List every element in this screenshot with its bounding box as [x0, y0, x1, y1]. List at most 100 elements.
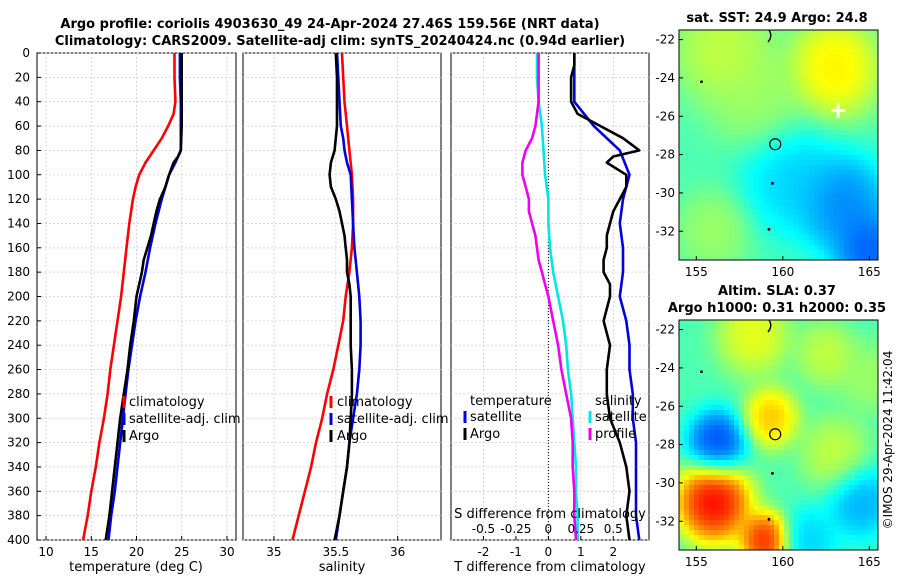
map-cell	[679, 390, 685, 396]
map-cell	[834, 175, 840, 181]
map-cell	[814, 55, 820, 61]
series-line-climatology	[81, 53, 177, 541]
map-cell	[839, 130, 845, 136]
map-cell	[679, 100, 685, 106]
map-cell	[729, 525, 735, 531]
map-cell	[839, 500, 845, 506]
map-cell	[744, 325, 750, 331]
map-cell	[694, 220, 700, 226]
map-cell	[714, 250, 720, 256]
map-cell	[864, 140, 870, 146]
map-cell	[789, 95, 795, 101]
map-cell	[684, 420, 690, 426]
map-cell	[764, 505, 770, 511]
map-cell	[699, 165, 705, 171]
series-line-climatology	[291, 52, 355, 541]
map-cell	[829, 175, 835, 181]
map-cell	[744, 330, 750, 336]
map-cell	[734, 485, 740, 491]
map-cell	[754, 450, 760, 456]
map-cell	[694, 215, 700, 221]
map-cell	[699, 55, 705, 61]
map-cell	[839, 325, 845, 331]
map-cell	[799, 50, 805, 56]
map-cell	[729, 435, 735, 441]
y-tick-label: 300	[7, 411, 30, 425]
map-cell	[709, 55, 715, 61]
map-cell	[854, 440, 860, 446]
map-cell	[729, 85, 735, 91]
map-cell	[734, 355, 740, 361]
map-cell	[849, 335, 855, 341]
map-cell	[839, 215, 845, 221]
map-cell	[774, 200, 780, 206]
map-cell	[849, 245, 855, 251]
map-cell	[789, 155, 795, 161]
map-cell	[754, 120, 760, 126]
map-cell	[854, 365, 860, 371]
map-cell	[749, 80, 755, 86]
map-cell	[714, 220, 720, 226]
map-cell	[739, 515, 745, 521]
map-cell	[714, 370, 720, 376]
map-cell	[844, 55, 850, 61]
map-cell	[724, 30, 730, 36]
map-cell	[869, 30, 875, 36]
map-cell	[779, 535, 785, 541]
map-cell	[739, 500, 745, 506]
map-cell	[839, 185, 845, 191]
map-cell	[719, 115, 725, 121]
map-cell	[679, 410, 685, 416]
map-cell	[799, 100, 805, 106]
map-cell	[859, 530, 865, 536]
map-cell	[709, 425, 715, 431]
map-cell	[679, 165, 685, 171]
map-cell	[744, 495, 750, 501]
map-cell	[869, 335, 875, 341]
map-cell	[679, 50, 685, 56]
salinity-diff-legend: salinity satellite profile	[588, 394, 647, 442]
map-cell	[749, 355, 755, 361]
map-cell	[709, 150, 715, 156]
map-cell	[729, 170, 735, 176]
map-cell	[839, 95, 845, 101]
map-cell	[869, 220, 875, 226]
map-cell	[854, 55, 860, 61]
map-cell	[869, 530, 875, 536]
map-cell	[704, 150, 710, 156]
map-cell	[814, 75, 820, 81]
map-cell	[689, 50, 695, 56]
map-cell	[854, 500, 860, 506]
map-cell	[679, 400, 685, 406]
map-cell	[859, 255, 865, 260]
figure-title-line2: Climatology: CARS2009. Satellite-adj cli…	[55, 34, 625, 49]
map-cell	[829, 360, 835, 366]
map-cell	[839, 470, 845, 476]
map-cell	[789, 165, 795, 171]
map-cell	[794, 35, 800, 41]
map-cell	[829, 235, 835, 241]
map-cell	[839, 50, 845, 56]
map-cell	[789, 210, 795, 216]
map-cell	[869, 520, 875, 526]
map-cell	[814, 215, 820, 221]
map-cell	[704, 470, 710, 476]
map-cell	[754, 465, 760, 471]
map-cell	[814, 375, 820, 381]
map-cell	[774, 415, 780, 421]
lat-tick-label: -24	[655, 361, 675, 375]
map-cell	[794, 500, 800, 506]
map-cell	[864, 510, 870, 516]
map-cell	[734, 150, 740, 156]
map-cell	[754, 410, 760, 416]
map-cell	[724, 480, 730, 486]
map-cell	[729, 450, 735, 456]
map-cell	[694, 340, 700, 346]
map-cell	[764, 140, 770, 146]
map-cell	[864, 60, 870, 66]
map-cell	[684, 185, 690, 191]
map-cell	[749, 140, 755, 146]
map-cell	[859, 510, 865, 516]
map-cell	[764, 420, 770, 426]
map-cell	[784, 105, 790, 111]
